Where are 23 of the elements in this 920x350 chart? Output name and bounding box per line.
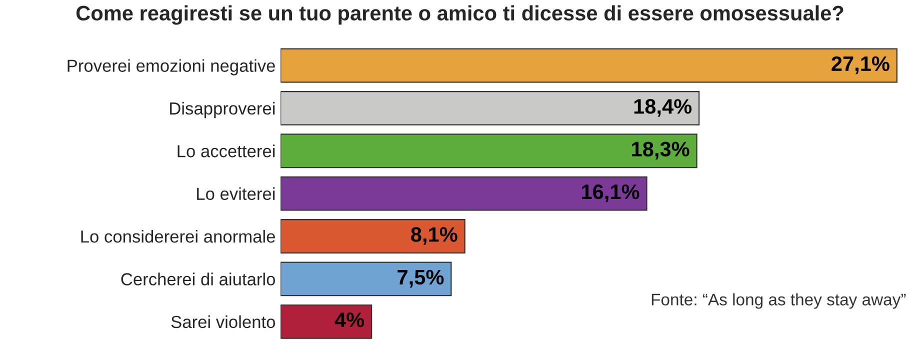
data-label: 4%	[334, 312, 364, 328]
data-label: 8,1%	[411, 227, 458, 245]
bar	[280, 262, 452, 296]
data-label: 18,3%	[632, 142, 690, 160]
y-tick-label: Lo eviterei	[197, 187, 275, 200]
y-tick-label: Proverei emozioni negative	[68, 59, 275, 76]
bar	[280, 90, 700, 126]
bar	[280, 219, 466, 254]
y-tick-label: Sarei violento	[171, 315, 276, 328]
y-tick-label: Cercherei di aiutarlo	[121, 272, 276, 286]
data-label: 16,1%	[582, 184, 640, 202]
data-label: 18,4%	[634, 99, 692, 117]
bar	[280, 48, 898, 83]
bar	[280, 134, 698, 168]
bar	[280, 304, 372, 339]
data-label: 7,5%	[398, 270, 444, 288]
chart-title: Come reagiresti se un tuo parente o amico ti dicesse di essere omosessuale?	[76, 5, 844, 25]
y-tick-label: Disapproverei	[170, 102, 275, 118]
y-tick-label: Lo considererei anormale	[81, 230, 275, 243]
bar	[280, 176, 648, 211]
data-label: 27,1%	[832, 56, 890, 74]
annotation: Fonte: “As long as they stay away”	[652, 293, 906, 309]
y-tick-label: Lo accetterei	[178, 144, 275, 158]
